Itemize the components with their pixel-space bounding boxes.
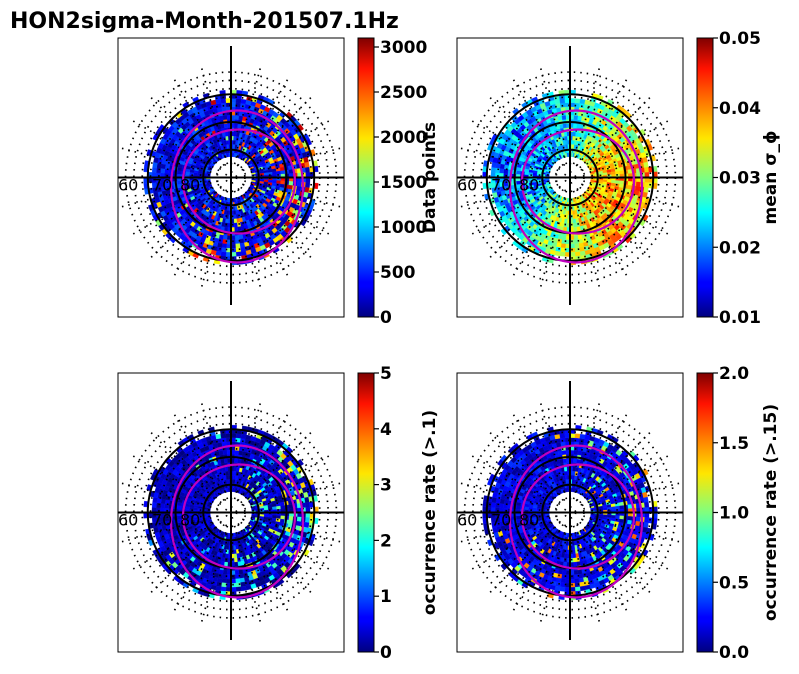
panels: 60 70 80 0 500 1000 1500 2000 2500 3000 Data point…	[117, 29, 781, 663]
colorbar-tick-label: 3000	[380, 38, 427, 58]
colorbar-label: occurrence rate (>.15)	[761, 404, 781, 621]
colorbar-tick-label: 3	[380, 476, 392, 496]
plot-frame	[117, 372, 345, 653]
panel-occurrence-rate-0.1: 60 70 80 0 1 2 3 4 5 occurrence rate (>.1)	[117, 364, 440, 663]
colorbar-gradient	[357, 37, 375, 318]
colorbar-tick-label: 0.05	[719, 29, 761, 49]
colorbar-tick-label: 2000	[380, 128, 427, 148]
colorbar-tick-label: 0	[380, 643, 392, 663]
colorbar-label: Data points	[420, 122, 440, 233]
latitude-label: 80	[519, 176, 539, 195]
oval-boundary-inner	[520, 463, 636, 570]
polar-plot-data-points: 60 70 80	[118, 46, 344, 305]
colorbar-data-points: 0 500 1000 1500 2000 2500 3000 Data points	[357, 37, 440, 328]
colorbar-tick-label: 2500	[380, 83, 427, 103]
colorbar-label: occurrence rate (>.1)	[420, 410, 440, 615]
colorbar-occurrence-rate-0.15: 0.0 0.5 1.0 1.5 2.0 occurrence rate (>.15)	[696, 364, 781, 663]
latitude-label: 70	[152, 176, 172, 195]
figure-title: HON2sigma-Month-201507.1Hz	[10, 9, 399, 34]
colorbar-tick-label: 5	[380, 364, 392, 384]
oval-boundary-inner	[520, 128, 636, 235]
colorbar-tick-label: 1000	[380, 218, 427, 238]
colorbar-tick-label: 4	[380, 420, 392, 440]
latitude-label: 60	[457, 511, 477, 530]
colorbar-tick-label: 1	[380, 587, 392, 607]
panel-data-points: 60 70 80 0 500 1000 1500 2000 2500 3000 Data point…	[117, 37, 440, 328]
plot-frame	[117, 37, 345, 318]
plot-frame	[456, 37, 684, 318]
polar-plot-occurrence-rate-0.1: 60 70 80	[118, 381, 344, 640]
colorbar-label: mean σ_ϕ	[761, 130, 781, 224]
colorbar-tick-label: 1.5	[719, 434, 749, 454]
colorbar-tick-label: 0	[380, 308, 392, 328]
colorbar-gradient	[357, 372, 375, 653]
oval-boundary-outer	[169, 109, 305, 264]
colorbar-tick-label: 1.0	[719, 504, 749, 524]
colorbar-mean-sigma-phi: 0.01 0.02 0.03 0.04 0.05 mean σ_ϕ	[696, 29, 781, 328]
polar-plot-occurrence-rate-0.15: 60 70 80	[457, 381, 683, 640]
oval-boundary-inner	[181, 128, 297, 235]
colorbar-tick-label: 2.0	[719, 364, 749, 384]
colorbar-occurrence-rate-0.1: 0 1 2 3 4 5 occurrence rate (>.1)	[357, 364, 440, 663]
oval-boundary-outer	[169, 444, 305, 599]
colorbar-tick-label: 1500	[380, 173, 427, 193]
latitude-label: 80	[180, 176, 200, 195]
colorbar-gradient	[696, 37, 714, 318]
plot-frame	[456, 372, 684, 653]
panel-mean-sigma-phi: 60 70 80 0.01 0.02 0.03 0.04 0.05 mean σ_ϕ	[456, 29, 781, 328]
latitude-label: 60	[457, 176, 477, 195]
latitude-label: 70	[491, 176, 511, 195]
colorbar-tick-label: 500	[380, 263, 416, 283]
colorbar-tick-label: 0.01	[719, 308, 761, 328]
panel-occurrence-rate-0.15: 60 70 80 0.0 0.5 1.0 1.5 2.0 occurrence rate (>.…	[456, 364, 781, 663]
colorbar-tick-label: 0.02	[719, 238, 761, 258]
latitude-label: 80	[519, 511, 539, 530]
colorbar-tick-label: 2	[380, 531, 392, 551]
latitude-label: 60	[118, 511, 138, 530]
latitude-label: 70	[491, 511, 511, 530]
polar-plot-mean-sigma-phi: 60 70 80	[457, 46, 683, 305]
colorbar-tick-label: 0.5	[719, 573, 749, 593]
colorbar-gradient	[696, 372, 714, 653]
latitude-label: 80	[180, 511, 200, 530]
colorbar-tick-label: 0.04	[719, 99, 761, 119]
latitude-label: 70	[152, 511, 172, 530]
oval-boundary-outer	[508, 109, 644, 264]
latitude-label: 60	[118, 176, 138, 195]
oval-boundary-outer	[508, 444, 644, 599]
oval-boundary-inner	[181, 463, 297, 570]
colorbar-tick-label: 0.03	[719, 169, 761, 189]
colorbar-tick-label: 0.0	[719, 643, 749, 663]
